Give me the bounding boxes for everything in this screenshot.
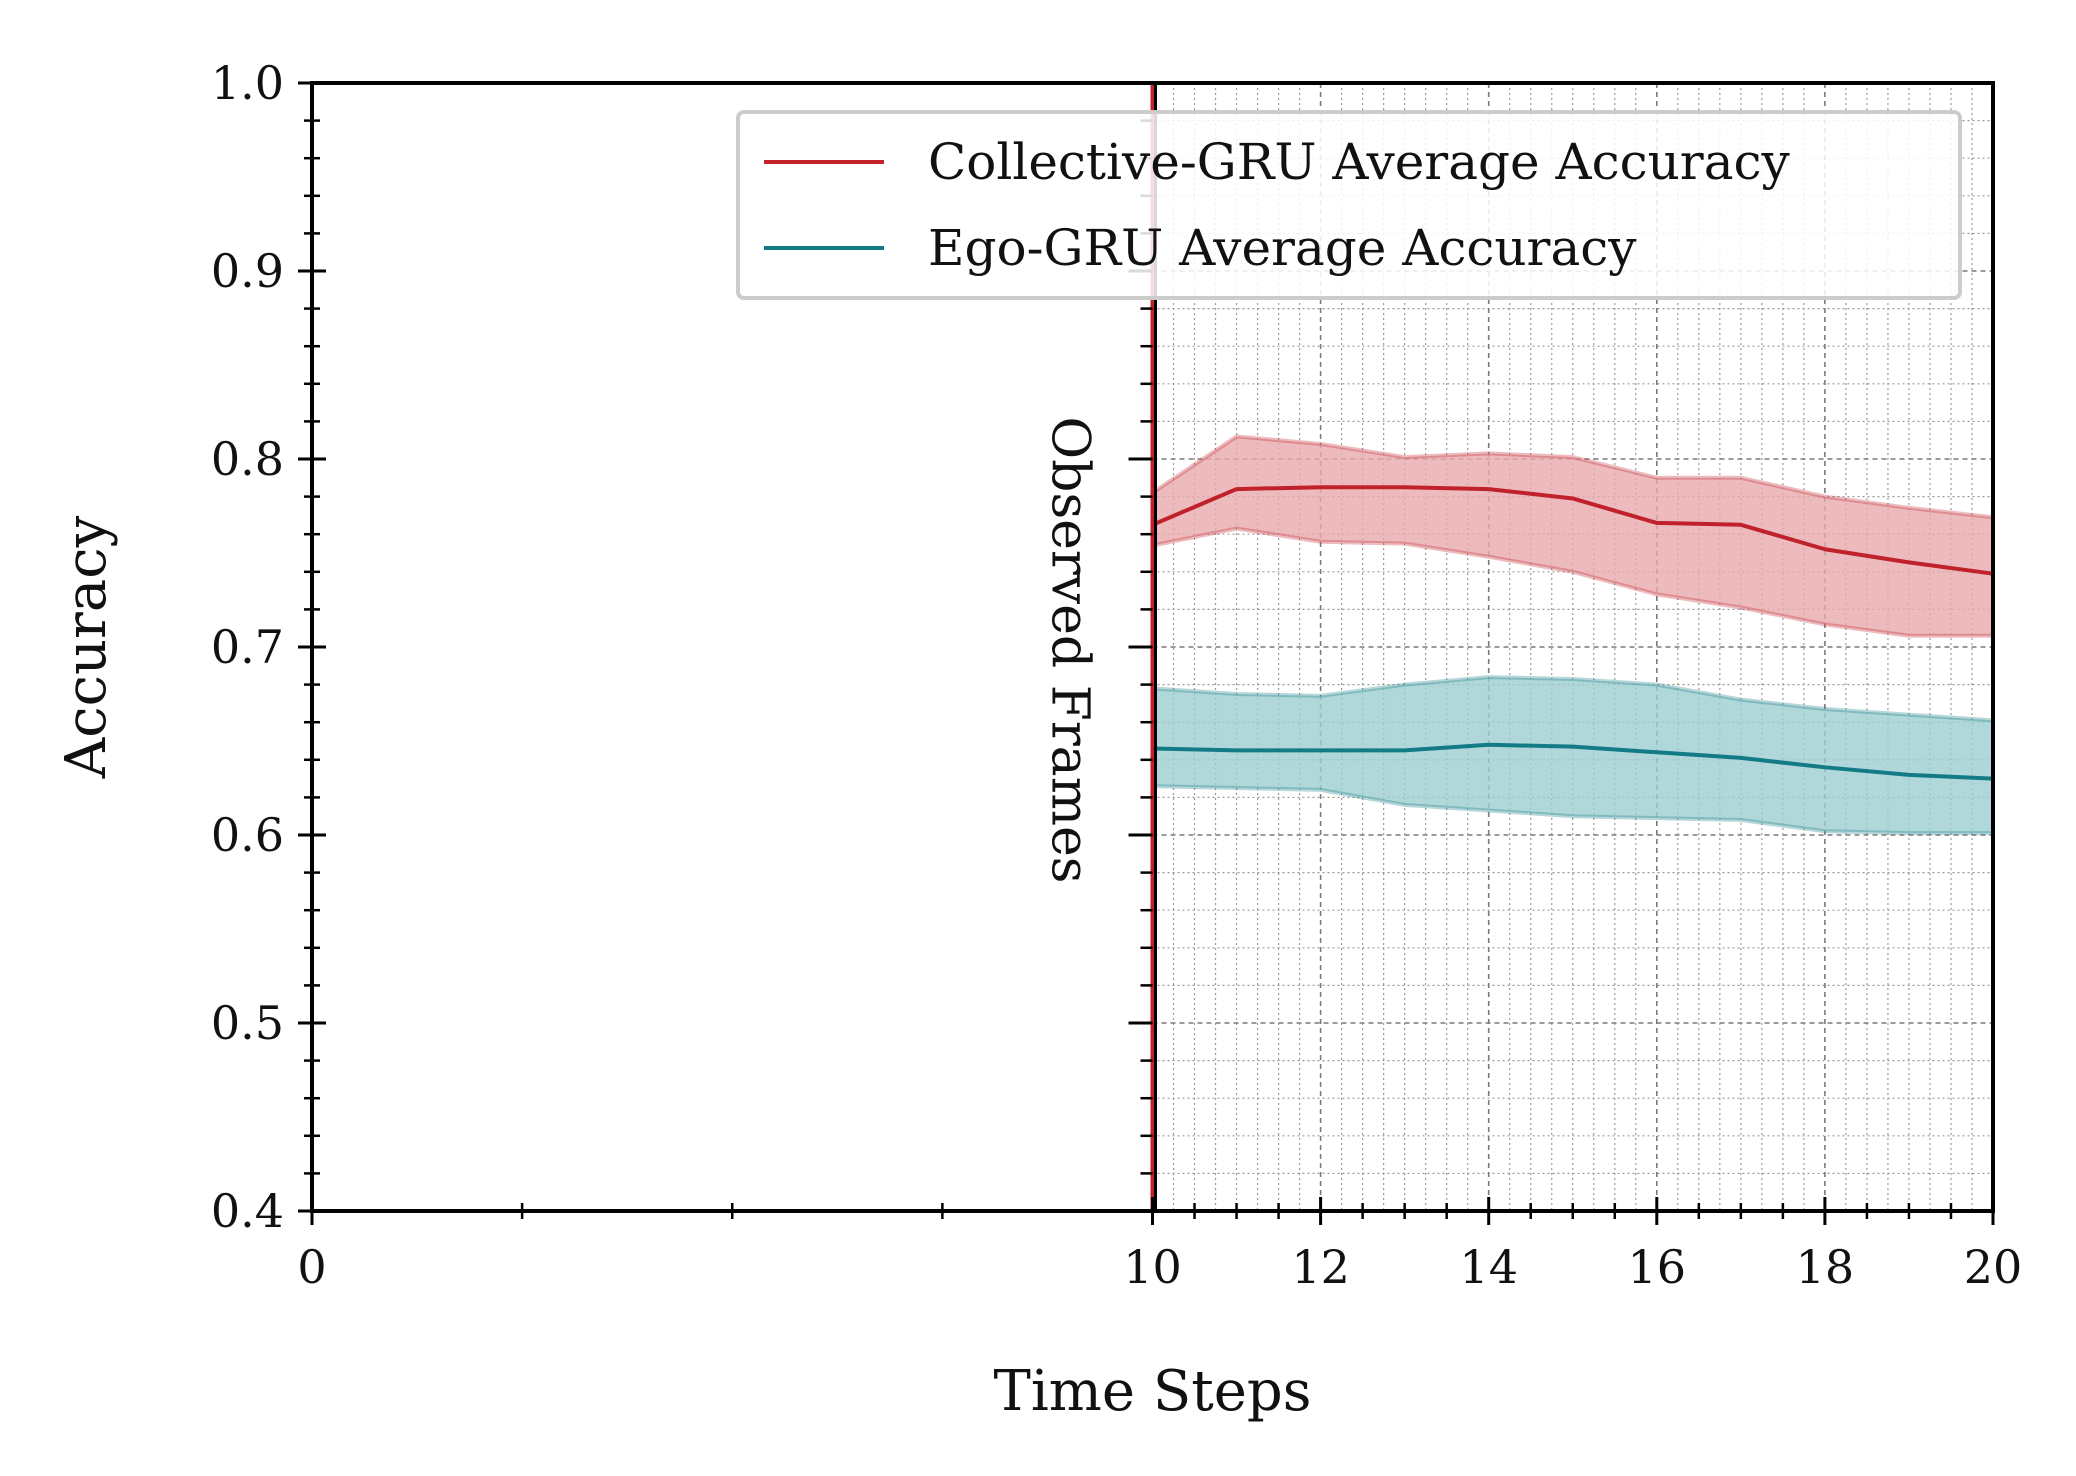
band-lower-edge-0	[1152, 526, 1993, 638]
y-tick-label: 1.0	[211, 56, 284, 110]
x-tick-label: 12	[1291, 1240, 1350, 1294]
y-tick-label: 0.7	[211, 620, 284, 674]
y-tick-label: 0.4	[211, 1184, 284, 1238]
x-tick-label: 0	[297, 1240, 326, 1294]
series-lines	[1151, 485, 1994, 781]
y-tick-label: 0.9	[211, 244, 284, 298]
x-axis-title: Time Steps	[994, 1359, 1312, 1424]
y-tick-label: 0.8	[211, 432, 284, 486]
y-tick-label: 0.5	[211, 996, 284, 1050]
observed-frames-annotation: Observed Frames	[1040, 417, 1100, 884]
axis-tick-labels: 0 10 12 14 16 18 20 0.4 0.5 0.6 0.7 0.8 0.9 1.0	[211, 56, 2022, 1294]
x-tick-label: 16	[1628, 1240, 1687, 1294]
band-upper-edge-0	[1151, 434, 1994, 520]
x-tick-label: 10	[1123, 1240, 1182, 1294]
band-upper-edge-1	[1152, 675, 1994, 723]
legend-label-collective-gru: Collective-GRU Average Accuracy	[928, 133, 1791, 191]
x-tick-label: 14	[1459, 1240, 1518, 1294]
legend-box	[736, 110, 1962, 300]
confidence-band-1	[1152, 677, 1993, 834]
x-tick-label: 20	[1964, 1240, 2023, 1294]
legend-label-ego-gru: Ego-GRU Average Accuracy	[928, 219, 1637, 277]
legend: Collective-GRU Average Accuracy Ego-GRU …	[736, 110, 1962, 300]
band-lower-edge-1	[1152, 784, 1993, 836]
y-axis-title: Accuracy	[54, 515, 119, 779]
x-tick-label: 18	[1796, 1240, 1855, 1294]
axis-ticks	[298, 81, 1995, 1225]
y-tick-label: 0.6	[211, 808, 284, 862]
